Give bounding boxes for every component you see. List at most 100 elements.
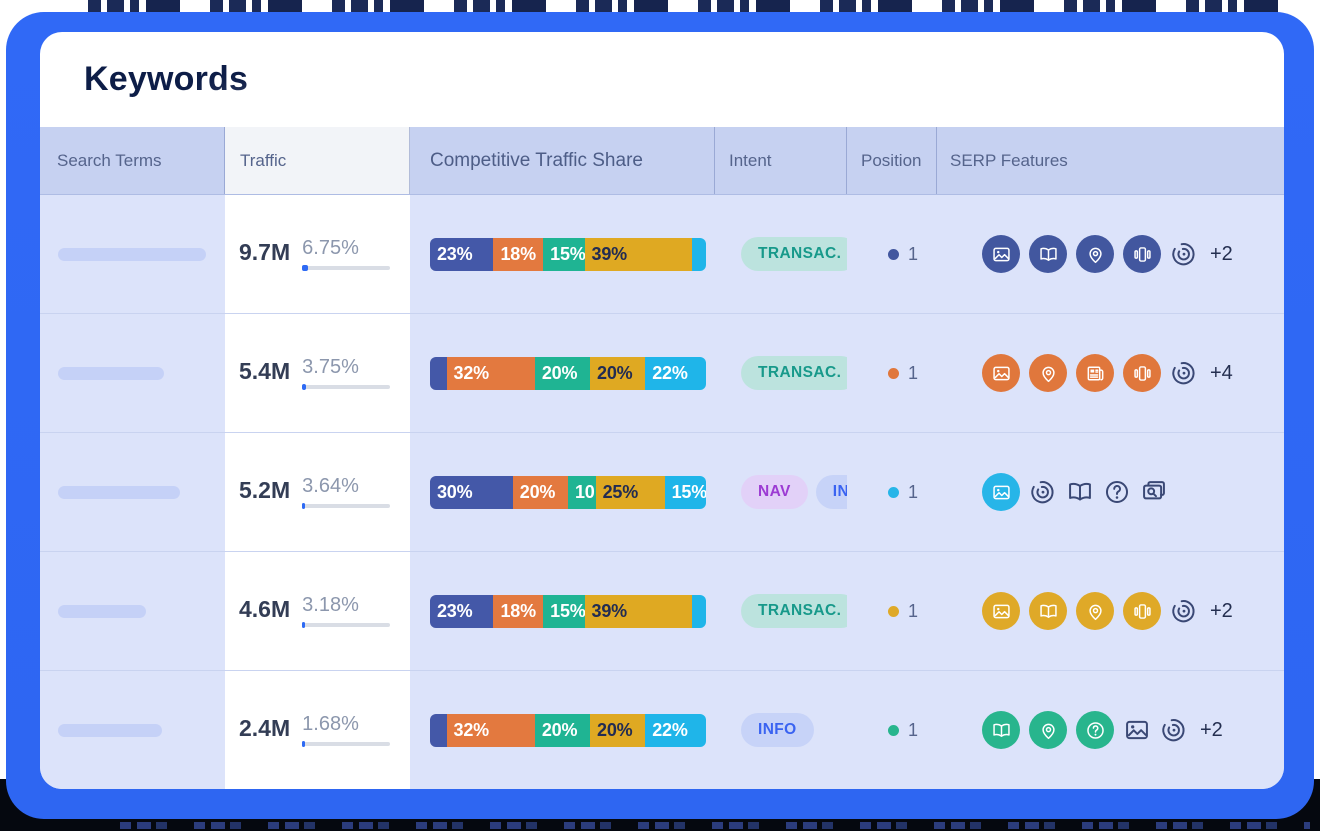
traffic-share-segment: 18% (493, 237, 544, 271)
keywords-card: Keywords Search Terms Traffic Competitiv… (40, 32, 1284, 789)
position-dot (888, 724, 899, 736)
traffic-cell: 5.4M 3.75% (225, 314, 410, 432)
pin-icon (1041, 723, 1055, 739)
traffic-share-bar (302, 384, 391, 390)
competitive-share-cell: 23% 18% 15% 39% (410, 195, 715, 313)
serp-features-cell (937, 433, 1284, 551)
traffic-share-segment: 20% (534, 356, 591, 390)
serp-feature-question-badge (1076, 711, 1114, 749)
column-header-competitive-traffic-share[interactable]: Competitive Traffic Share (410, 127, 715, 194)
position-value: 1 (908, 600, 919, 621)
position-dot (888, 367, 899, 379)
serp-features-cell: +2 (937, 552, 1284, 670)
position-cell: 1 (847, 433, 937, 551)
traffic-share-segment: 39% (584, 594, 693, 628)
column-header-serp-features[interactable]: SERP Features (937, 127, 1284, 194)
traffic-share-segment: 20% (512, 475, 568, 509)
traffic-share-segment: 39% (584, 237, 693, 271)
image-icon (992, 247, 1010, 261)
position-value: 1 (908, 243, 919, 264)
position-dot (888, 605, 899, 617)
serp-feature-pin-badge (1076, 592, 1114, 630)
traffic-share-segment: 22% (645, 356, 706, 390)
competitive-share-bar: 32% 20% 20% 22% (430, 356, 706, 390)
book-icon (1039, 247, 1057, 261)
intent-badge: INFO (741, 713, 814, 747)
serp-feature-image-badge (982, 235, 1020, 273)
column-header-search-terms[interactable]: Search Terms (40, 127, 225, 194)
position-cell: 1 (847, 552, 937, 670)
intent-cell: TRANSAC. (715, 195, 859, 313)
serp-more-count[interactable]: +2 (1210, 242, 1233, 265)
carousel-icon (1133, 365, 1151, 381)
intent-cell: TRANSAC. (715, 314, 859, 432)
pin-icon (1041, 366, 1055, 382)
serp-features-cell: +4 (937, 314, 1284, 432)
image-icon (992, 604, 1010, 618)
competitive-share-bar: 32% 20% 20% 22% (430, 713, 706, 747)
traffic-share-bar (302, 622, 391, 628)
search-term-placeholder (58, 604, 146, 618)
serp-feature-book-badge (1029, 592, 1067, 630)
traffic-share-percent: 3.64% (302, 475, 359, 497)
traffic-share-percent: 3.75% (302, 356, 359, 378)
traffic-share-segment: 10 (567, 475, 596, 509)
question-icon (1105, 480, 1129, 504)
serp-feature-carousel-badge (1123, 592, 1161, 630)
serp-feature-related-outline (1140, 478, 1168, 506)
table-row[interactable]: 4.6M 3.18% 23% 18% 15% 39% TRANSAC. 1 +2 (40, 551, 1284, 670)
serp-feature-image-outline (1123, 716, 1151, 744)
serp-feature-spiral-outline (1029, 478, 1057, 506)
carousel-icon (1133, 603, 1151, 619)
search-term-placeholder (58, 366, 164, 380)
serp-feature-pin-badge (1029, 354, 1067, 392)
column-header-intent[interactable]: Intent (715, 127, 847, 194)
search-term-cell (40, 195, 225, 313)
serp-features-cell: +2 (937, 195, 1284, 313)
traffic-share-segment: 20% (590, 356, 646, 390)
serp-more-count[interactable]: +2 (1200, 718, 1223, 741)
question-icon (1086, 721, 1104, 739)
traffic-share-segment: 15% (543, 237, 585, 271)
table-row[interactable]: 9.7M 6.75% 23% 18% 15% 39% TRANSAC. 1 +2 (40, 194, 1284, 313)
table-row[interactable]: 2.4M 1.68% 32% 20% 20% 22% INFO 1 +2 (40, 670, 1284, 789)
serp-feature-news-badge (1076, 354, 1114, 392)
competitive-share-cell: 32% 20% 20% 22% (410, 671, 715, 789)
traffic-cell: 4.6M 3.18% (225, 552, 410, 670)
competitive-share-cell: 32% 20% 20% 22% (410, 314, 715, 432)
intent-badge: TRANSAC. (741, 237, 859, 271)
traffic-value: 4.6M (239, 596, 291, 622)
traffic-value: 5.2M (239, 477, 291, 503)
position-dot (888, 486, 899, 498)
position-value: 1 (908, 481, 919, 502)
serp-feature-question-outline (1103, 478, 1131, 506)
intent-badge: TRANSAC. (741, 594, 859, 628)
serp-feature-image-badge (982, 473, 1020, 511)
serp-feature-image-badge (982, 592, 1020, 630)
traffic-value: 9.7M (239, 239, 291, 265)
table-row[interactable]: 5.4M 3.75% 32% 20% 20% 22% TRANSAC. 1 +4 (40, 313, 1284, 432)
traffic-cell: 2.4M 1.68% (225, 671, 410, 789)
serp-more-count[interactable]: +4 (1210, 361, 1233, 384)
image-icon (992, 366, 1010, 380)
intent-cell: TRANSAC. (715, 552, 859, 670)
image-icon (1126, 720, 1148, 740)
traffic-value: 5.4M (239, 358, 291, 384)
spiral-icon (1172, 243, 1195, 266)
traffic-share-segment: 15% (543, 594, 585, 628)
traffic-share-segment: 23% (430, 594, 494, 628)
column-header-position[interactable]: Position (847, 127, 937, 194)
column-header-traffic[interactable]: Traffic (225, 127, 410, 194)
search-term-placeholder (58, 723, 162, 737)
position-dot (888, 248, 899, 260)
serp-more-count[interactable]: +2 (1210, 599, 1233, 622)
traffic-share-segment (692, 237, 706, 271)
traffic-share-bar (302, 741, 391, 747)
search-term-cell (40, 314, 225, 432)
serp-features-cell: +2 (937, 671, 1284, 789)
news-icon (1087, 365, 1103, 381)
traffic-share-segment: 32% (446, 356, 535, 390)
traffic-share-segment: 23% (430, 237, 494, 271)
traffic-share-segment (692, 594, 706, 628)
